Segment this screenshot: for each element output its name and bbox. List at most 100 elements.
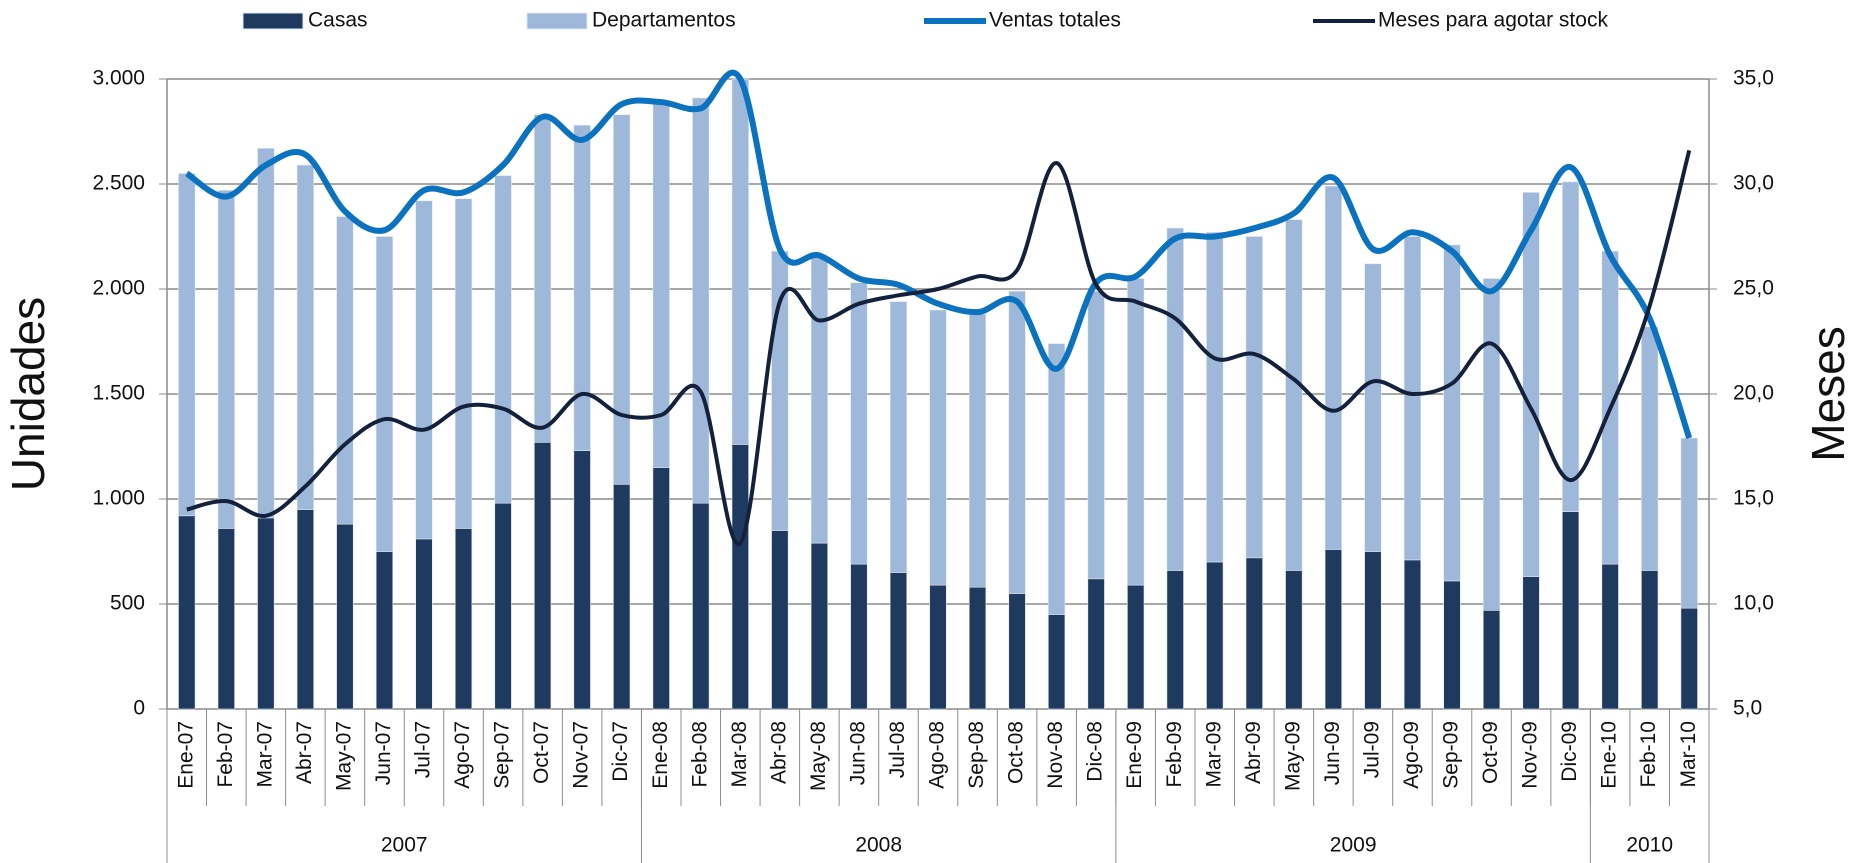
bar-segment bbox=[850, 282, 868, 565]
bar-segment bbox=[296, 509, 314, 710]
y2-tick-label: 15,0 bbox=[1733, 487, 1774, 510]
bar-segment bbox=[1641, 326, 1659, 571]
x-tick-label: Feb-07 bbox=[214, 721, 237, 788]
bar-segment bbox=[1245, 557, 1263, 710]
bar-segment bbox=[1166, 227, 1184, 571]
line-series bbox=[185, 69, 1693, 440]
bar-segment bbox=[889, 572, 908, 710]
bar-segment bbox=[296, 164, 314, 510]
x-tick-label: Ago-08 bbox=[926, 721, 949, 789]
bar-segment bbox=[1562, 511, 1580, 710]
bar-segment bbox=[1443, 580, 1461, 710]
bar-segment bbox=[771, 530, 789, 710]
group-label: 2008 bbox=[855, 834, 902, 857]
bar-segment bbox=[1285, 219, 1303, 571]
x-tick-label: May-08 bbox=[807, 721, 830, 791]
legend-label: Casas bbox=[308, 9, 368, 32]
x-tick-label: Oct-07 bbox=[530, 721, 553, 784]
bar-segment bbox=[1206, 561, 1224, 710]
legend-label: Departamentos bbox=[592, 9, 736, 32]
legend-swatch bbox=[242, 12, 304, 30]
x-tick-label: Oct-08 bbox=[1005, 721, 1028, 784]
bar-segment bbox=[1680, 437, 1698, 609]
x-tick-label: Oct-09 bbox=[1479, 721, 1502, 784]
bar-segment bbox=[1127, 584, 1145, 710]
bar-segment bbox=[1206, 232, 1224, 563]
x-tick-label: Feb-08 bbox=[688, 721, 711, 788]
x-tick-label: Abr-09 bbox=[1242, 721, 1265, 784]
bar-segment bbox=[731, 444, 749, 710]
x-tick-label: Jul-07 bbox=[412, 721, 435, 778]
bar-segment bbox=[1443, 244, 1461, 582]
bar-segment bbox=[613, 483, 631, 710]
y-tick-label: 3.000 bbox=[92, 67, 145, 90]
x-tick-label: Ene-08 bbox=[649, 721, 672, 789]
x-tick-label: Ene-10 bbox=[1598, 721, 1621, 789]
x-tick-label: Abr-08 bbox=[767, 721, 790, 784]
bar-segment bbox=[336, 216, 354, 525]
y-tick-label: 1.000 bbox=[92, 487, 145, 510]
bar-segment bbox=[375, 551, 394, 710]
y-tick-label: 2.000 bbox=[92, 277, 145, 300]
x-tick-label: Ago-07 bbox=[451, 721, 474, 789]
x-tick-label: Mar-08 bbox=[728, 721, 751, 788]
y2-tick-label: 10,0 bbox=[1733, 592, 1774, 615]
bar-segment bbox=[1324, 549, 1342, 710]
x-tick-label: Feb-10 bbox=[1637, 721, 1660, 788]
x-tick-label: Dic-09 bbox=[1558, 721, 1581, 782]
x-tick-label: Mar-10 bbox=[1677, 721, 1700, 788]
legend-label: Meses para agotar stock bbox=[1378, 9, 1608, 32]
bar-segment bbox=[968, 313, 987, 588]
bar-segment bbox=[1324, 185, 1342, 550]
bar-segment bbox=[1364, 551, 1382, 710]
x-tick-label: Sep-09 bbox=[1440, 721, 1463, 789]
x-tick-label: Jun-07 bbox=[372, 721, 395, 785]
x-tick-label: Jul-09 bbox=[1360, 721, 1383, 778]
x-tick-label: Sep-08 bbox=[965, 721, 988, 789]
bar-segment bbox=[1641, 570, 1659, 710]
x-tick-label: Dic-08 bbox=[1084, 721, 1107, 782]
x-tick-label: Feb-09 bbox=[1163, 721, 1186, 788]
bar-segment bbox=[1562, 181, 1580, 512]
bar-segment bbox=[178, 173, 196, 517]
x-tick-label: Dic-07 bbox=[609, 721, 632, 782]
line-series bbox=[186, 149, 1692, 546]
bar-segment bbox=[810, 257, 828, 544]
y2-tick-label: 35,0 bbox=[1733, 67, 1774, 90]
bar-segment bbox=[1601, 563, 1619, 710]
bar-segment bbox=[929, 309, 947, 586]
bar-segment bbox=[415, 538, 433, 710]
group-label: 2010 bbox=[1626, 834, 1673, 857]
x-tick-label: Ene-07 bbox=[174, 721, 197, 789]
x-tick-label: May-09 bbox=[1281, 721, 1304, 791]
x-tick-label: Sep-07 bbox=[491, 721, 514, 789]
bar-segment bbox=[929, 584, 947, 710]
bar-segment bbox=[1087, 290, 1105, 580]
bar-segment bbox=[968, 586, 987, 710]
bar-segment bbox=[1364, 263, 1382, 552]
legend-label: Ventas totales bbox=[989, 9, 1121, 32]
y-tick-label: 500 bbox=[110, 592, 145, 615]
bar-segment bbox=[1048, 614, 1066, 710]
bar-segment bbox=[810, 542, 828, 710]
bar-segment bbox=[613, 114, 631, 485]
x-tick-label: Jul-08 bbox=[886, 721, 909, 778]
y-tick-label: 1.500 bbox=[92, 382, 145, 405]
bar-segment bbox=[1403, 236, 1422, 561]
x-tick-label: Mar-07 bbox=[253, 721, 276, 788]
y-tick-label: 2.500 bbox=[92, 172, 145, 195]
bar-segment bbox=[1403, 559, 1422, 710]
bar-segment bbox=[573, 450, 591, 710]
x-tick-label: May-07 bbox=[332, 721, 355, 791]
y2-axis-title: Meses bbox=[1802, 326, 1854, 461]
group-label: 2007 bbox=[381, 834, 428, 857]
bar-segment bbox=[692, 502, 710, 710]
x-tick-label: Nov-09 bbox=[1519, 721, 1542, 789]
bar-segment bbox=[534, 114, 552, 443]
bar-segment bbox=[1048, 343, 1066, 615]
legend-swatch bbox=[526, 12, 588, 30]
bar-segment bbox=[652, 467, 670, 710]
bar-segment bbox=[850, 563, 868, 710]
y2-tick-label: 5,0 bbox=[1733, 697, 1762, 720]
